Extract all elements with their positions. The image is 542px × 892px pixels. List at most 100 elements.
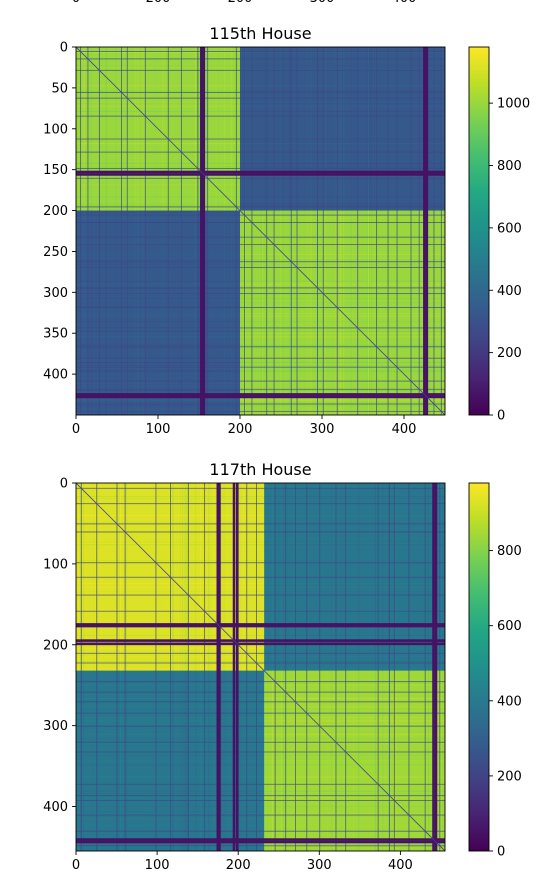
heatmap-streak [179, 670, 181, 851]
heatmap-thin-line [335, 483, 337, 851]
x-tick-label: 200 [226, 858, 251, 873]
x-tick-label: 100 [145, 858, 170, 873]
heatmap-streak [351, 47, 352, 211]
heatmap-streak [158, 670, 160, 851]
heatmap-streak [388, 670, 390, 851]
heatmap-streak [264, 811, 445, 813]
heatmap-streak [76, 105, 240, 107]
heatmap-streak [76, 345, 240, 346]
heatmap-streak [97, 670, 99, 851]
heatmap-thin-line [76, 503, 445, 505]
colorbar-tick-label: 200 [497, 769, 522, 784]
heatmap-streak [76, 139, 240, 141]
heatmap-thin-line [180, 47, 182, 415]
heatmap-streak [302, 210, 304, 415]
heatmap-streak [178, 210, 180, 415]
heatmap-streak [428, 670, 430, 851]
heatmap-thin-line [76, 523, 445, 525]
heatmap-streak [90, 47, 92, 211]
heatmap-streak [76, 179, 240, 181]
heatmap-streak [288, 210, 290, 415]
y-tick-label: 200 [43, 638, 68, 653]
heatmap-streak [361, 47, 363, 211]
heatmap-streak [339, 210, 341, 415]
heatmap-streak [76, 300, 240, 302]
heatmap-streak [307, 210, 309, 415]
heatmap-thin-line [204, 483, 206, 851]
heatmap-thin-line [274, 483, 276, 851]
heatmap-streak [76, 85, 240, 87]
heatmap-thin-line [76, 115, 445, 117]
heatmap-thin-line [124, 483, 126, 851]
heatmap-thin-line [306, 483, 308, 851]
x-tick-label: 300 [307, 858, 332, 873]
heatmap-streak [264, 717, 445, 719]
heatmap-streak [76, 398, 240, 400]
heatmap-streak [232, 47, 234, 211]
heatmap-streak [76, 51, 240, 53]
x-tick-label: 0 [72, 858, 80, 873]
heatmap-streak [76, 390, 240, 391]
heatmap-streak [240, 258, 445, 260]
heatmap-streak [98, 210, 100, 415]
heatmap-streak [76, 140, 240, 142]
heatmap-117th-house: 117th House 0 100 200 300 400 0 100 200 300 400 0 20… [43, 460, 522, 873]
heatmap-thin-line [440, 47, 442, 415]
heatmap-streak [125, 670, 127, 851]
heatmap-streak [353, 47, 355, 211]
heatmap-streak [264, 544, 445, 546]
heatmap-streak [264, 817, 445, 819]
heatmap-streak [349, 47, 351, 211]
x-tick-label: 400 [392, 422, 417, 437]
heatmap-streak [302, 47, 304, 211]
heatmap-dark-line [425, 47, 429, 415]
heatmap-streak [240, 67, 445, 69]
heatmap-streak [264, 703, 445, 705]
heatmap-streak [76, 103, 240, 104]
heatmap-thin-line [76, 562, 445, 564]
heatmap-streak [442, 210, 444, 415]
y-tick-label: 200 [43, 204, 68, 219]
heatmap-streak [173, 670, 174, 851]
heatmap-streak [76, 344, 240, 345]
heatmap-115th-house: 115th House 0 100 200 300 400 0 50 100 150 200 250 3… [43, 24, 530, 437]
heatmap-streak [335, 47, 337, 211]
heatmap-streak [182, 670, 184, 851]
colorbar-tick-label: 800 [497, 544, 522, 559]
heatmap-streak [264, 591, 445, 592]
heatmap-streak [240, 140, 445, 142]
heatmap-thin-line [76, 287, 445, 289]
heatmap-streak [76, 217, 240, 219]
heatmap-streak [264, 720, 445, 722]
heatmap-streak [240, 196, 445, 198]
heatmap-thin-line [76, 814, 445, 816]
heatmap-streak [262, 47, 264, 211]
heatmap-thin-line [80, 483, 82, 851]
heatmap-streak [264, 647, 445, 649]
heatmap-streak [272, 670, 273, 851]
heatmap-dark-line [76, 170, 445, 174]
heatmap-dark-line [200, 47, 203, 415]
heatmap-streak [289, 47, 291, 211]
heatmap-streak [76, 400, 240, 401]
heatmap-thin-line [76, 845, 445, 847]
colorbar-tick-label: 0 [497, 845, 505, 860]
heatmap-streak [342, 47, 344, 211]
y-tick-label: 300 [43, 719, 68, 734]
heatmap-streak [232, 210, 234, 415]
heatmap-dark-line [432, 483, 435, 851]
heatmap-streak [264, 560, 445, 561]
heatmap-streak [76, 254, 240, 255]
tick-label: 200 [146, 0, 171, 6]
heatmap-streak [129, 47, 130, 211]
heatmap-streak [419, 670, 421, 851]
heatmap-streak [76, 204, 240, 206]
heatmap-dark-line [76, 624, 445, 628]
heatmap-streak [428, 47, 430, 211]
heatmap-streak [280, 47, 281, 211]
heatmap-thin-line [76, 307, 445, 308]
heatmap-thin-line [76, 712, 445, 714]
heatmap-streak [264, 751, 445, 752]
heatmap-streak [264, 668, 445, 670]
heatmap-dark-line [423, 47, 426, 415]
